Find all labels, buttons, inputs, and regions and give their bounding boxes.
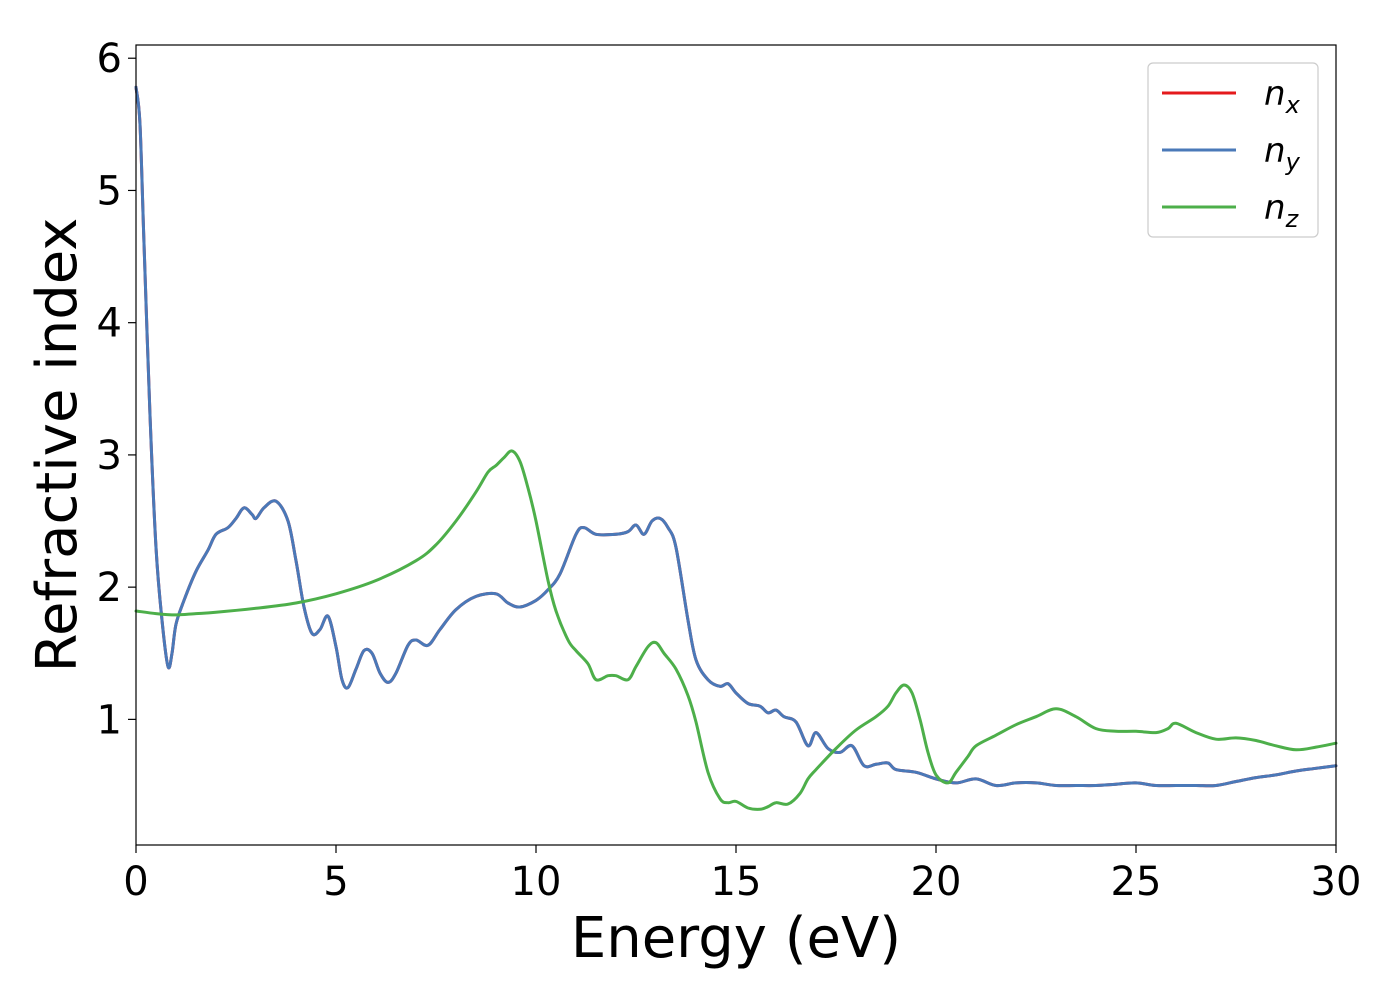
x-axis-ticks: 0 5 10 15 20 25 30 <box>123 845 1361 905</box>
y-tick-label: 3 <box>97 433 122 479</box>
y-tick-label: 4 <box>97 301 122 347</box>
y-tick-label: 1 <box>97 697 122 743</box>
series-layer <box>134 85 1338 811</box>
x-tick-label: 5 <box>323 859 348 905</box>
legend-label-y: ny <box>1264 131 1301 176</box>
y-tick-label: 5 <box>97 168 122 214</box>
y-axis-title: Refractive index <box>25 218 90 673</box>
y-tick-label: 2 <box>97 565 122 611</box>
x-axis-title: Energy (eV) <box>571 906 901 971</box>
x-tick-label: 10 <box>511 859 562 905</box>
x-tick-label: 25 <box>1111 859 1162 905</box>
series-line-z <box>134 449 1338 811</box>
legend-label-x: nx <box>1264 74 1301 119</box>
y-tick-label: 6 <box>97 36 122 82</box>
legend-label-z: nz <box>1264 188 1300 233</box>
x-tick-label: 20 <box>911 859 962 905</box>
x-tick-label: 30 <box>1311 859 1362 905</box>
y-axis-ticks: 1 2 3 4 5 6 <box>97 36 136 743</box>
series-line-y <box>134 85 1338 788</box>
x-tick-label: 15 <box>711 859 762 905</box>
x-tick-label: 0 <box>123 859 148 905</box>
legend: nx ny nz <box>1147 62 1319 238</box>
